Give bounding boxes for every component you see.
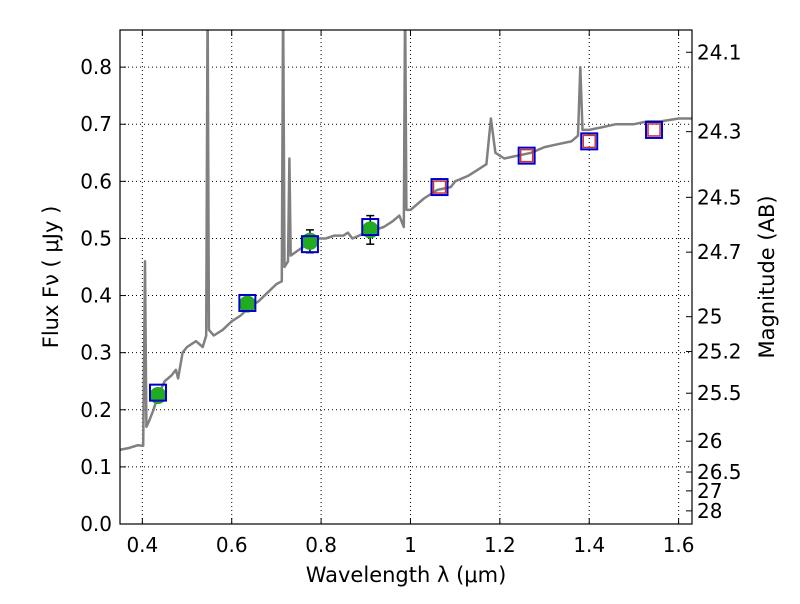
- right-tick-label: 24.7: [697, 240, 742, 264]
- y-axis-title: Flux Fν ( μJy ): [39, 206, 63, 349]
- model-point: [645, 120, 664, 139]
- right-axis-title: Magnitude (AB): [755, 195, 779, 358]
- x-tick-label: 0.4: [126, 533, 158, 557]
- x-tick-label: 0.8: [305, 533, 337, 557]
- model-point: [238, 293, 257, 312]
- y-tick-label: 0.7: [80, 112, 112, 136]
- plot-frame: [119, 29, 693, 525]
- right-tick-label: 26: [697, 429, 722, 453]
- model-point: [517, 146, 536, 165]
- x-tick-label: 1: [404, 533, 417, 557]
- right-tick-label: 25: [697, 305, 722, 329]
- y-tick-label: 0.6: [80, 169, 112, 193]
- model-point: [361, 218, 380, 237]
- x-tick-label: 1.4: [573, 533, 605, 557]
- y-tick-label: 0.1: [80, 455, 112, 479]
- y-tick-label: 0.8: [80, 55, 112, 79]
- y-tick-label: 0.0: [80, 512, 112, 536]
- right-tick-label: 26.5: [697, 460, 742, 484]
- observed-point: [238, 295, 256, 313]
- spectrum-line: [120, 30, 692, 452]
- y-tick-label: 0.2: [80, 398, 112, 422]
- right-tick-label: 25.2: [697, 340, 742, 364]
- y-tick-label: 0.5: [80, 226, 112, 250]
- plot-area: [120, 30, 692, 452]
- upper-limit-point: [519, 148, 534, 163]
- upper-limit-point: [647, 123, 661, 137]
- model-point: [580, 132, 599, 151]
- right-tick-label: 25.5: [697, 381, 742, 405]
- right-tick-label: 28: [697, 499, 722, 523]
- x-tick-label: 1.6: [663, 533, 695, 557]
- grid: 0.4 0.6 0.8 1 1.2 1.4 1.6 0.0 0.1 0.2 0.3 0.4 0.5 0.6…: [80, 30, 742, 557]
- model-point: [430, 178, 449, 197]
- upper-limit-point: [432, 180, 447, 194]
- right-tick-label: 24.1: [697, 40, 742, 64]
- y-tick-label: 0.3: [80, 341, 112, 365]
- y-tick-label: 0.4: [80, 284, 112, 308]
- x-axis-title: Wavelength λ (μm): [306, 563, 507, 587]
- right-tick-label: 24.3: [697, 120, 742, 144]
- x-tick-label: 1.2: [484, 533, 516, 557]
- right-tick-label: 27: [697, 479, 722, 503]
- upper-limit-point: [582, 134, 596, 149]
- x-tick-label: 0.6: [216, 533, 248, 557]
- model-point: [300, 235, 319, 254]
- model-point: [148, 383, 167, 402]
- right-tick-label: 24.5: [697, 185, 742, 209]
